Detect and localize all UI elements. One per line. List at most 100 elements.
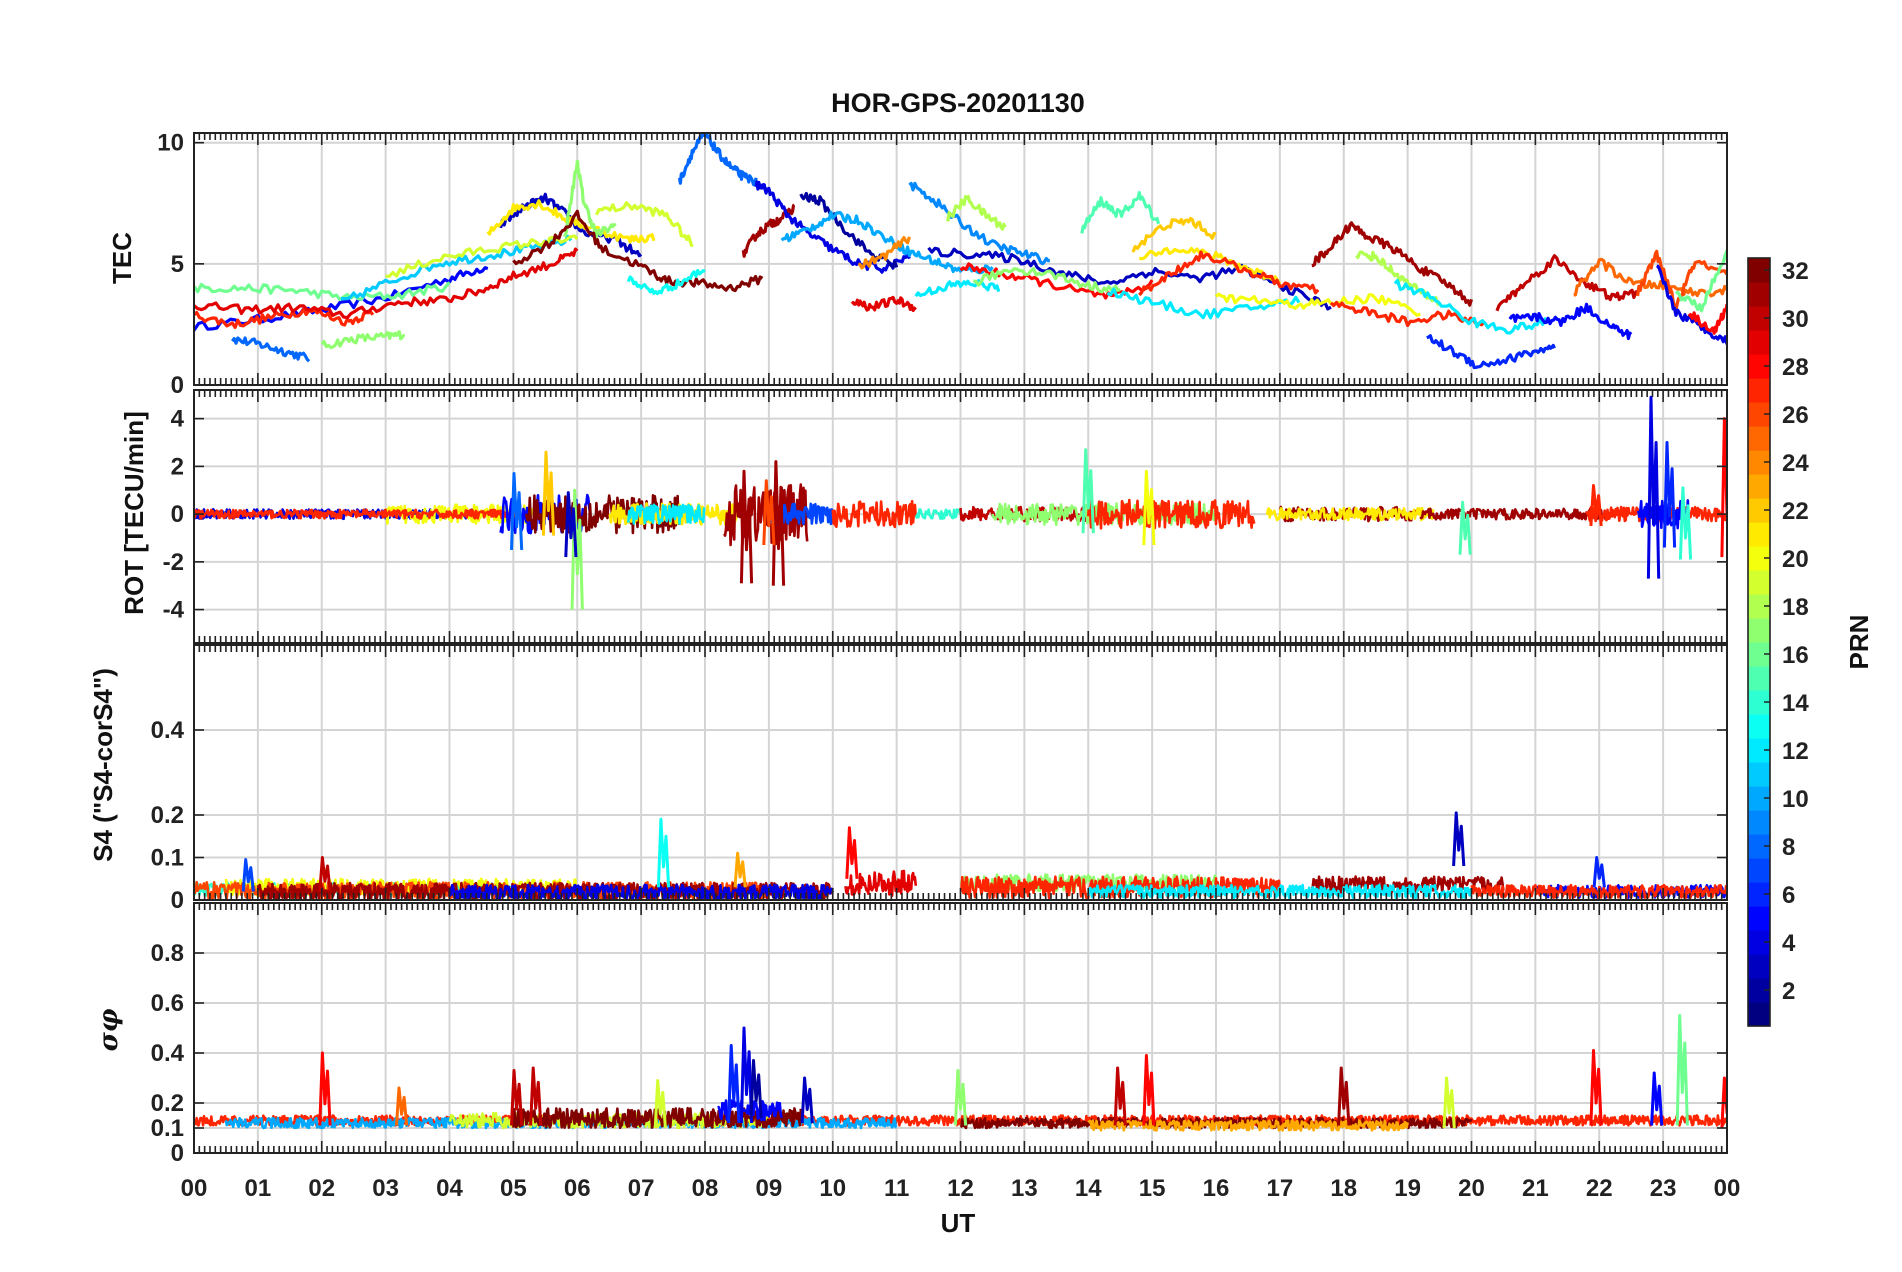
ytick-label-rot: 2 bbox=[171, 453, 184, 480]
colorbar-label-group: PRN bbox=[1844, 615, 1874, 670]
s4-spike-prn-13 bbox=[656, 817, 671, 888]
rot-spike-prn-27 bbox=[1589, 484, 1603, 527]
colorbar-tick-label: 32 bbox=[1782, 258, 1809, 285]
sigma-spike-prn-6 bbox=[727, 1044, 741, 1124]
colorbar-tick-label: 18 bbox=[1782, 594, 1809, 621]
x-tick-label: 00 bbox=[181, 1175, 208, 1202]
tec-axis-label-group: TEC bbox=[107, 232, 137, 284]
tec-track-prn-29 bbox=[850, 295, 917, 313]
x-tick-label: 07 bbox=[628, 1175, 655, 1202]
tec-track-prn-17 bbox=[563, 159, 617, 239]
rot-spike-prn-15 bbox=[1081, 448, 1095, 534]
colorbar-level-9 bbox=[1748, 810, 1770, 835]
ytick-label-tec: 5 bbox=[171, 251, 184, 278]
tec-track-prn-19 bbox=[594, 201, 694, 248]
x-axis-label: UT bbox=[941, 1208, 976, 1238]
rot-spike-prn-31 bbox=[739, 469, 754, 584]
tec-track-prn-16 bbox=[194, 281, 451, 302]
rot-trace-prn-21 bbox=[1265, 506, 1435, 522]
rot-trace-prn-14 bbox=[914, 508, 962, 520]
tec-track-prn-27 bbox=[1138, 250, 1320, 297]
tec-axis-label: TEC bbox=[107, 232, 137, 284]
rot-spike-prn-3 bbox=[564, 491, 578, 558]
x-tick-label: 04 bbox=[436, 1175, 463, 1202]
colorbar-tick-label: 10 bbox=[1782, 786, 1809, 813]
x-tick-label: 12 bbox=[947, 1175, 974, 1202]
sigma-spike-prn-28 bbox=[1589, 1049, 1603, 1126]
tec-track-prn-8 bbox=[677, 133, 758, 187]
tec-track-prn-21 bbox=[486, 199, 656, 244]
colorbar-level-3 bbox=[1748, 954, 1770, 979]
sigma-spike-prn-19 bbox=[653, 1079, 667, 1129]
panel-rot: -4 -2 0 2 4 bbox=[163, 389, 1728, 644]
tec-track-prn-22 bbox=[1131, 216, 1217, 253]
colorbar-level-25 bbox=[1748, 426, 1770, 451]
colorbar-level-30 bbox=[1748, 306, 1770, 331]
tec-track-prn-11 bbox=[340, 234, 573, 301]
tec-track-prn-5 bbox=[1508, 302, 1633, 341]
ytick-label-s4: 0.2 bbox=[151, 802, 184, 829]
colorbar-frame bbox=[1747, 257, 1771, 1027]
colorbar-tick-label: 28 bbox=[1782, 354, 1809, 381]
sigma-spike-prn-30 bbox=[529, 1066, 543, 1126]
ytick-label-rot: 4 bbox=[171, 406, 185, 433]
colorbar-tick-label: 26 bbox=[1782, 402, 1809, 429]
x-tick-label: 19 bbox=[1394, 1175, 1421, 1202]
rot-spike-prn-6 bbox=[1662, 441, 1677, 548]
colorbar-level-29 bbox=[1748, 330, 1770, 355]
x-tick-label: 22 bbox=[1586, 1175, 1613, 1202]
s4-axis-label-group: S4 ("S4-corS4") bbox=[88, 668, 118, 862]
colorbar-level-15 bbox=[1748, 666, 1770, 691]
colorbar-level-14 bbox=[1748, 690, 1770, 715]
ytick-label-sigma: 0.8 bbox=[151, 940, 184, 967]
x-tick-label: 16 bbox=[1203, 1175, 1230, 1202]
s4-spike-prn-28 bbox=[845, 826, 859, 879]
tec-track-prn-16 bbox=[1675, 249, 1727, 313]
rot-spike-prn-8 bbox=[510, 472, 524, 550]
sigma-spike-prn-19 bbox=[1442, 1076, 1456, 1129]
x-tick-labels: 00 01 02 03 04 05 06 07 08 09 10 11 12 13 14 15 16 17 18 19… bbox=[181, 1175, 1741, 1202]
panel-sigma: 00.10.2 0.4 0.6 0.8 bbox=[151, 902, 1728, 1167]
panel-s4: 0 0.1 0.2 0.4 bbox=[151, 644, 1728, 914]
x-tick-label: 11 bbox=[884, 1175, 909, 1202]
series-rot bbox=[194, 395, 1727, 610]
colorbar-level-21 bbox=[1748, 522, 1770, 547]
ytick-label-rot: -2 bbox=[163, 549, 184, 576]
sigma-spike-prn-31 bbox=[1337, 1066, 1351, 1126]
tec-track-prn-6 bbox=[1426, 334, 1556, 370]
tec-track-prn-27 bbox=[194, 307, 375, 329]
x-tick-label: 03 bbox=[372, 1175, 399, 1202]
tec-track-prn-20 bbox=[1214, 292, 1421, 317]
s4-spike-prn-6 bbox=[1592, 856, 1606, 888]
ytick-label-s4: 0.1 bbox=[151, 845, 184, 872]
rot-trace-prn-12 bbox=[627, 503, 706, 525]
colorbar-level-17 bbox=[1748, 618, 1770, 643]
tec-track-prn-4 bbox=[1656, 264, 1727, 345]
s4-spike-prn-3 bbox=[1452, 811, 1466, 867]
tec-track-prn-4 bbox=[754, 180, 911, 274]
rot-trace-prn-27 bbox=[1087, 498, 1256, 530]
s4-spike-prn-23 bbox=[733, 851, 747, 888]
frame-s4 bbox=[193, 644, 1728, 901]
rot-spike-prn-31 bbox=[771, 460, 786, 586]
tec-track-prn-32 bbox=[512, 209, 764, 293]
tec-track-prn-31 bbox=[1311, 221, 1474, 307]
rot-spike-prn-26 bbox=[762, 479, 776, 546]
sigma-spike-prn-30 bbox=[1113, 1066, 1127, 1126]
rot-spike-prn-15 bbox=[1458, 500, 1472, 555]
tec-track-prn-15 bbox=[1080, 190, 1161, 234]
tec-track-prn-13 bbox=[626, 268, 706, 296]
colorbar-tick-label: 2 bbox=[1782, 978, 1795, 1005]
panel-tec: 0 5 10 bbox=[157, 130, 1728, 399]
frame-tec bbox=[193, 132, 1728, 386]
colorbar-level-6 bbox=[1748, 882, 1770, 907]
x-tick-label: 05 bbox=[500, 1175, 527, 1202]
series-sigma bbox=[194, 1014, 1727, 1132]
rot-trace-prn-5 bbox=[1636, 499, 1690, 530]
x-tick-label: 18 bbox=[1330, 1175, 1357, 1202]
sigma-trace-prn-19 bbox=[448, 1111, 770, 1130]
rot-trace-prn-27 bbox=[831, 499, 918, 529]
sigma-spike-prn-4 bbox=[739, 1026, 754, 1124]
sigma-axis-label: σφ bbox=[94, 1008, 124, 1051]
